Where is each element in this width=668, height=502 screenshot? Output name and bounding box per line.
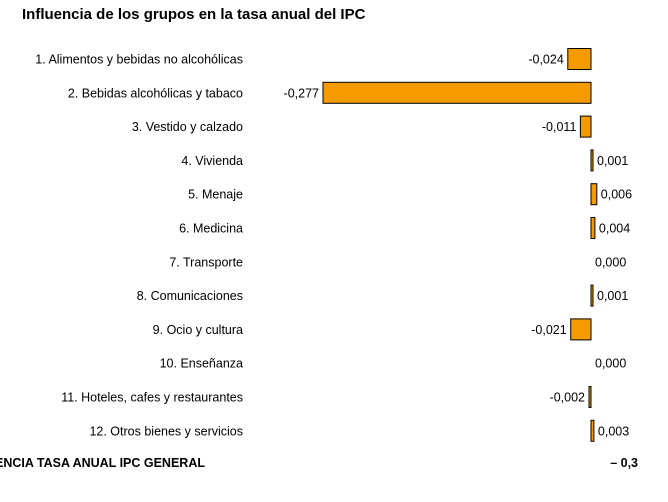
total-value: – 0,3 (610, 456, 638, 470)
category-label-hoteles-cafes-y-restaurantes: 11. Hoteles, cafes y restaurantes (61, 391, 243, 405)
bar-menaje (590, 183, 598, 206)
bar-comunicaciones (590, 284, 594, 307)
category-label-menaje: 5. Menaje (188, 188, 243, 202)
value-label-ocio-y-cultura: -0,021 (531, 323, 566, 337)
category-label-ocio-y-cultura: 9. Ocio y cultura (153, 323, 243, 337)
bar-vestido-y-calzado (579, 115, 592, 138)
value-label-medicina: 0,004 (599, 222, 630, 236)
category-label-comunicaciones: 8. Comunicaciones (137, 289, 243, 303)
value-label-transporte: 0,000 (595, 255, 626, 269)
bar-alimentos-y-bebidas-no-alcoholicas (567, 48, 592, 70)
chart-title: Influencia de los grupos en la tasa anua… (22, 6, 366, 23)
value-label-ensenanza: 0,000 (595, 357, 626, 371)
category-label-medicina: 6. Medicina (179, 222, 243, 236)
value-label-otros-bienes-y-servicios: 0,003 (598, 424, 629, 438)
bar-bebidas-alcoholicas-y-tabaco (322, 81, 592, 104)
bar-medicina (590, 217, 596, 239)
value-label-vestido-y-calzado: -0,011 (542, 120, 577, 134)
bar-vivienda (590, 149, 594, 172)
category-label-ensenanza: 10. Enseñanza (160, 357, 243, 371)
value-label-hoteles-cafes-y-restaurantes: -0,002 (550, 391, 585, 405)
bar-ocio-y-cultura (570, 318, 592, 341)
category-label-vivienda: 4. Vivienda (181, 154, 243, 168)
value-label-bebidas-alcoholicas-y-tabaco: -0,277 (284, 86, 319, 100)
value-label-vivienda: 0,001 (597, 154, 628, 168)
category-label-transporte: 7. Transporte (169, 255, 243, 269)
category-label-otros-bienes-y-servicios: 12. Otros bienes y servicios (89, 424, 243, 438)
bar-otros-bienes-y-servicios (590, 419, 595, 442)
category-label-bebidas-alcoholicas-y-tabaco: 2. Bebidas alcohólicas y tabaco (68, 86, 243, 100)
value-label-menaje: 0,006 (601, 188, 632, 202)
category-label-vestido-y-calzado: 3. Vestido y calzado (132, 120, 243, 134)
value-label-alimentos-y-bebidas-no-alcoholicas: -0,024 (528, 53, 563, 67)
value-label-comunicaciones: 0,001 (597, 289, 628, 303)
category-label-alimentos-y-bebidas-no-alcoholicas: 1. Alimentos y bebidas no alcohólicas (35, 53, 243, 67)
total-label: RENCIA TASA ANUAL IPC GENERAL (0, 456, 205, 470)
bar-hoteles-cafes-y-restaurantes (588, 386, 592, 408)
